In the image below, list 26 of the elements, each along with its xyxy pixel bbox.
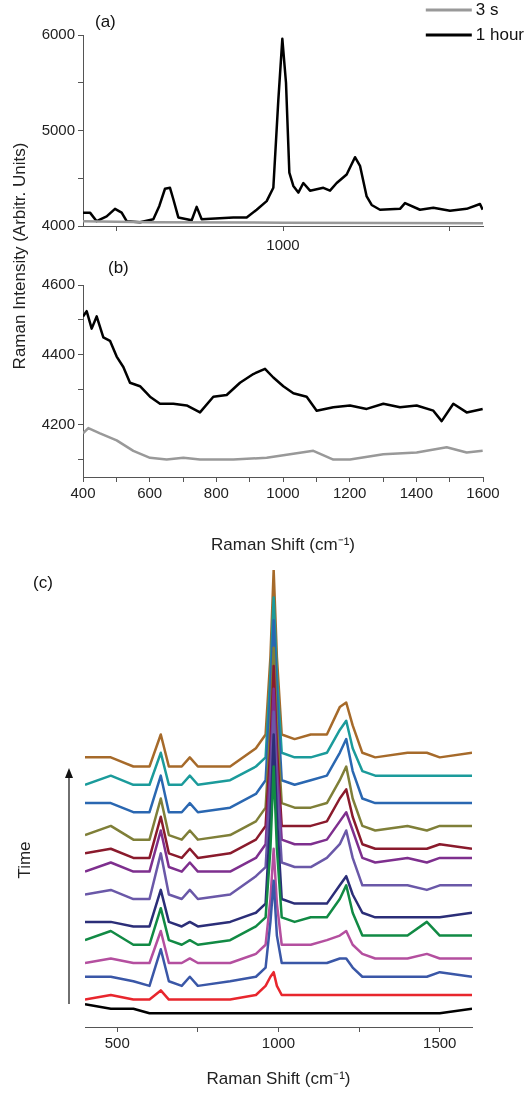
- y-tick-label: 4000: [41, 216, 75, 234]
- chart-title: (c): [33, 572, 53, 592]
- x-tick-label: 600: [137, 484, 163, 502]
- x-tick-label: 1600: [466, 484, 500, 502]
- y-axis-title: Time: [15, 841, 35, 879]
- x-tick-label: 800: [203, 484, 229, 502]
- text: 1000: [266, 235, 300, 253]
- y-axis-title: Raman Intensity (Arbitr. Units): [10, 142, 30, 370]
- y-tick-label: 4400: [41, 344, 75, 362]
- chart-title: (a): [95, 11, 116, 31]
- y-tick-label: 4600: [41, 275, 75, 293]
- x-axis-title: Raman Shift (cm⁻¹): [206, 1069, 351, 1089]
- x-tick-label: 400: [70, 484, 96, 502]
- y-tick-label: 6000: [41, 25, 75, 43]
- x-tick-label: 1200: [332, 484, 367, 502]
- x-tick-label: 1000: [261, 1034, 296, 1052]
- x-tick-label: 1400: [399, 484, 434, 502]
- legend-label: 1 hour: [475, 24, 525, 44]
- legend-label: 3 s: [475, 0, 499, 19]
- x-tick-label: 1000: [266, 484, 300, 502]
- x-axis-title: Raman Shift (cm⁻¹): [211, 535, 355, 555]
- x-tick-label: 1500: [423, 1034, 457, 1052]
- x-tick-label: 500: [104, 1034, 130, 1052]
- y-tick-label: 4200: [41, 414, 75, 432]
- chart-title: (b): [108, 257, 129, 277]
- y-tick-label: 5000: [41, 120, 75, 138]
